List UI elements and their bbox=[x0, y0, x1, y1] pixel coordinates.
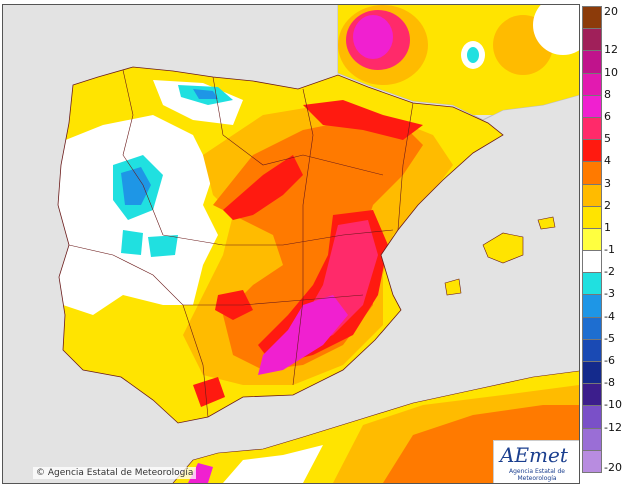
legend-swatch bbox=[582, 72, 602, 96]
legend-swatch bbox=[582, 361, 602, 385]
legend-label: -10 bbox=[604, 398, 622, 412]
legend-label: -3 bbox=[604, 287, 615, 301]
legend-swatch bbox=[582, 250, 602, 274]
legend-swatch bbox=[582, 139, 602, 163]
legend-label: -6 bbox=[604, 354, 615, 368]
logo-subtitle: Agencia Estatal de Meteorología bbox=[508, 468, 565, 482]
legend-label: 12 bbox=[604, 43, 618, 57]
legend-label: 2 bbox=[604, 198, 611, 212]
anomaly-fields bbox=[58, 80, 453, 407]
map-canvas bbox=[3, 5, 579, 483]
legend-label: 10 bbox=[604, 65, 618, 79]
credit-text: © Agencia Estatal de Meteorología bbox=[33, 467, 197, 479]
legend-label: -5 bbox=[604, 331, 615, 345]
legend-label: -2 bbox=[604, 265, 615, 279]
legend-label: 5 bbox=[604, 132, 611, 146]
aemet-logo: AEmet Agencia Estatal de Meteorología bbox=[493, 440, 579, 483]
legend-swatch bbox=[582, 28, 602, 52]
legend-swatch bbox=[582, 6, 602, 30]
legend-swatch bbox=[582, 183, 602, 207]
balearic-menorca bbox=[537, 216, 556, 230]
legend-label: 6 bbox=[604, 109, 611, 123]
legend-label: 4 bbox=[604, 154, 611, 168]
legend-label: -20 bbox=[604, 461, 622, 474]
logo-wordmark: AEmet bbox=[500, 443, 568, 467]
temperature-anomaly-map: © Agencia Estatal de Meteorología AEmet … bbox=[2, 4, 580, 484]
legend-label: 3 bbox=[604, 176, 611, 190]
legend-swatch bbox=[582, 272, 602, 296]
legend-label: -4 bbox=[604, 309, 615, 323]
region-borders bbox=[68, 69, 414, 418]
iberia-coastline bbox=[57, 66, 504, 424]
legend-swatch bbox=[582, 383, 602, 407]
legend-swatch bbox=[582, 449, 602, 473]
balearic-mallorca bbox=[482, 232, 524, 264]
africa-coastline bbox=[172, 370, 579, 483]
legend-swatch bbox=[582, 50, 602, 74]
legend-swatch bbox=[582, 338, 602, 363]
legend-swatch bbox=[582, 405, 602, 429]
legend-label: 8 bbox=[604, 87, 611, 101]
legend-swatch bbox=[582, 116, 602, 141]
color-legend: 20 12 10 8 6 5 4 3 2 1 -1 -2 -3 -4 -5 -6 -8 -10 -12 -20 bbox=[582, 6, 630, 482]
balearic-ibiza bbox=[444, 278, 462, 296]
legend-swatch bbox=[582, 316, 602, 340]
legend-label: -8 bbox=[604, 376, 615, 390]
legend-label: 20 bbox=[604, 5, 618, 18]
legend-label: -12 bbox=[604, 420, 622, 434]
legend-swatch bbox=[582, 205, 602, 229]
legend-swatch bbox=[582, 294, 602, 318]
legend-swatch bbox=[582, 161, 602, 185]
legend-swatch bbox=[582, 227, 602, 252]
legend-swatch bbox=[582, 427, 602, 451]
legend-label: 1 bbox=[604, 220, 611, 234]
legend-label: -1 bbox=[604, 243, 615, 257]
legend-swatch bbox=[582, 94, 602, 118]
